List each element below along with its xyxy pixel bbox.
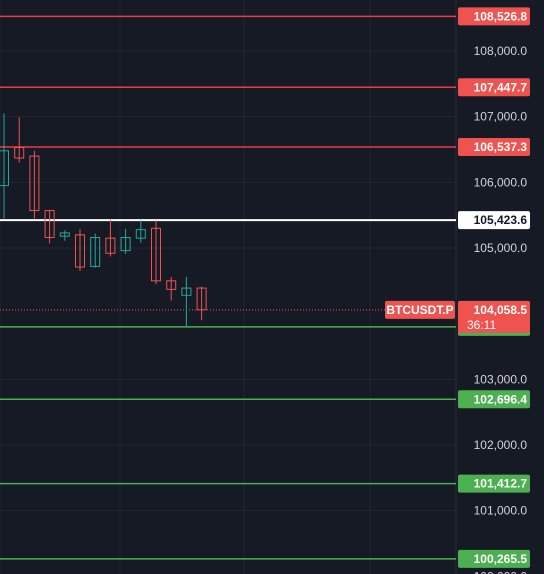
current-price-badge: 104,058.536:11	[458, 300, 530, 333]
level-badge-label: 105,423.6	[474, 213, 528, 227]
price-tick-label: 103,000.0	[474, 372, 528, 386]
candle-body	[29, 155, 40, 212]
candle	[151, 220, 161, 285]
price-tick-label: 108,000.0	[474, 44, 528, 58]
level-badge-bg	[458, 7, 530, 26]
candle	[181, 276, 192, 328]
level-badge-bg	[458, 211, 530, 230]
price-tick-label: 100,000.0	[474, 569, 528, 574]
level-lines	[0, 15, 456, 560]
level-badge-label: 100,265.5	[474, 552, 528, 566]
grid-lines	[0, 0, 457, 574]
candle	[0, 113, 9, 219]
level-badge-label: 101,412.7	[474, 477, 528, 491]
candles	[0, 113, 207, 328]
candle	[75, 228, 85, 271]
candle-body	[44, 210, 55, 238]
price-badges: 108,526.8 107,447.7 106,537.3 105,423.6 103,…	[458, 7, 530, 568]
price-tick-label: 101,000.0	[474, 504, 528, 518]
symbol-tag-bg	[385, 300, 455, 319]
candle	[14, 117, 25, 163]
candle	[166, 276, 177, 301]
countdown-label: 36:11	[467, 318, 496, 332]
level-badge-label: 108,526.8	[474, 9, 528, 23]
level-badge-resistance[interactable]: 107,447.7	[458, 78, 530, 97]
level-badge-bg	[458, 549, 530, 568]
symbol-label: BTCUSDT.P	[386, 303, 453, 317]
candle	[135, 220, 146, 243]
price-tick-label: 106,000.0	[474, 175, 528, 189]
candle-body	[59, 232, 70, 237]
current-price-badge-bg	[458, 300, 530, 333]
level-badge-bg	[458, 474, 530, 493]
level-badge-label: 106,537.3	[474, 140, 528, 154]
candle-body	[181, 287, 192, 296]
level-badge-label: 107,447.7	[474, 80, 528, 94]
price-axis[interactable]: 108,000.0 107,000.0 106,000.0 105,000.0 103,…	[474, 44, 528, 574]
candle	[105, 219, 116, 257]
candle	[29, 150, 40, 219]
candle	[90, 233, 101, 268]
price-tick-label: 105,000.0	[474, 241, 528, 255]
candle	[120, 228, 131, 254]
level-badge-label: 102,696.4	[474, 392, 528, 406]
candle	[59, 230, 70, 241]
candle	[196, 286, 207, 321]
symbol-tag: BTCUSDT.P	[385, 300, 455, 319]
candle-body	[166, 280, 177, 290]
level-badge-bg	[458, 390, 530, 409]
candle-body	[90, 236, 101, 267]
level-badge-support[interactable]: 101,412.7	[458, 474, 530, 493]
level-badge-bg	[458, 78, 530, 97]
candle-body	[105, 237, 116, 254]
candle	[44, 209, 55, 244]
candle-body	[196, 287, 207, 311]
candle-body	[120, 236, 131, 252]
level-badge-resistance[interactable]: 108,526.8	[458, 7, 530, 26]
candle-body	[14, 147, 25, 159]
level-badge-resistance[interactable]: 106,537.3	[458, 138, 530, 157]
candle-body	[151, 227, 161, 282]
level-badge-pivot[interactable]: 105,423.6	[458, 211, 530, 230]
candle-body	[135, 229, 146, 239]
candle-body	[0, 150, 9, 187]
level-badge-support[interactable]: 100,265.5	[458, 549, 530, 568]
price-tick-label: 102,000.0	[474, 438, 528, 452]
level-badge-support[interactable]: 102,696.4	[458, 390, 530, 409]
level-badge-bg	[458, 138, 530, 157]
price-tick-label: 107,000.0	[474, 110, 528, 124]
candle-body	[75, 234, 85, 268]
current-price-label: 104,058.5	[474, 303, 528, 317]
